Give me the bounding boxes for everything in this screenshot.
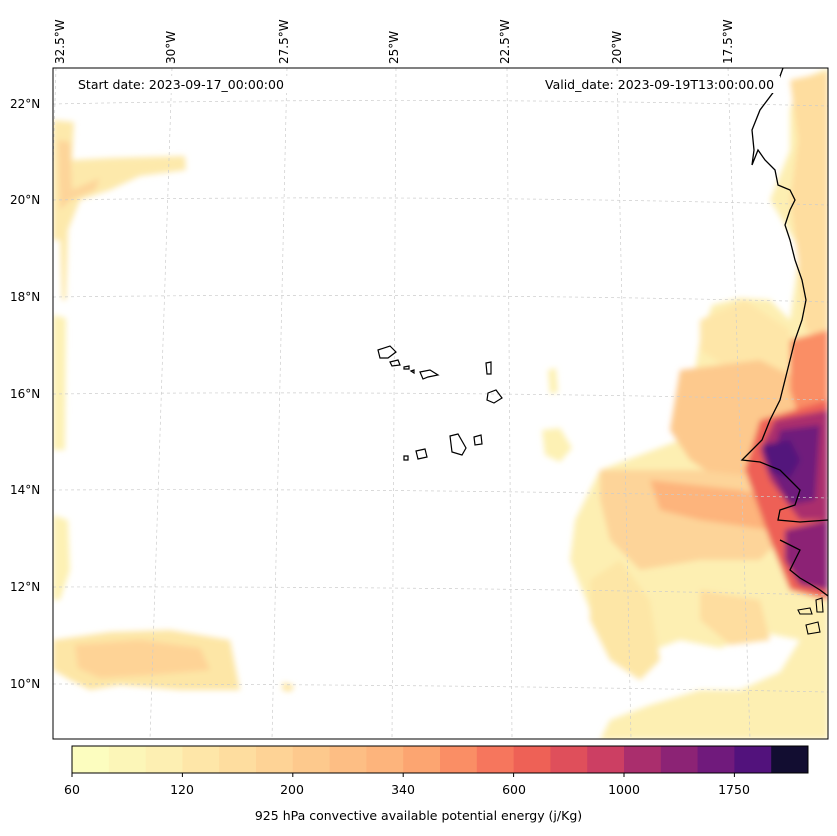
cape-verde-islands bbox=[377, 345, 503, 461]
colorbar-swatch bbox=[108, 746, 147, 773]
lat-label: 20°N bbox=[10, 193, 41, 207]
lat-label: 14°N bbox=[10, 483, 41, 497]
colorbar-swatch bbox=[440, 746, 478, 773]
colorbar-tick-label: 120 bbox=[170, 782, 194, 797]
colorbar-swatch bbox=[145, 746, 183, 773]
colorbar-swatch bbox=[292, 746, 331, 773]
colorbar bbox=[71, 745, 809, 777]
colorbar-swatch bbox=[476, 746, 515, 773]
colorbar-swatch bbox=[366, 746, 404, 773]
lat-label: 18°N bbox=[10, 290, 41, 304]
lat-label: 12°N bbox=[10, 580, 41, 594]
colorbar-tick-label: 1750 bbox=[718, 782, 750, 797]
colorbar-border bbox=[71, 745, 809, 774]
gridlines bbox=[53, 68, 828, 739]
start-date-label: Start date: 2023-09-17_00:00:00 bbox=[72, 76, 290, 93]
colorbar-swatch bbox=[219, 746, 257, 773]
valid-date-label: Valid_date: 2023-09-19T13:00:00.00 bbox=[539, 76, 781, 93]
lon-label: 32.5°W bbox=[53, 19, 67, 64]
colorbar-title: 925 hPa convective available potential e… bbox=[254, 808, 583, 823]
colorbar-swatch bbox=[550, 746, 588, 773]
lon-label: 25°W bbox=[387, 30, 401, 64]
colorbar-swatch bbox=[182, 746, 220, 773]
african-coastline bbox=[740, 68, 828, 597]
colorbar-tick-label: 200 bbox=[280, 782, 304, 797]
lat-label: 10°N bbox=[10, 677, 41, 691]
colorbar-swatch bbox=[734, 746, 772, 773]
colorbar-swatch bbox=[660, 746, 699, 773]
colorbar-swatch bbox=[771, 746, 809, 773]
colorbar-swatch bbox=[513, 746, 551, 773]
colorbar-tick-label: 1000 bbox=[608, 782, 640, 797]
cape-field bbox=[53, 68, 828, 739]
lat-label: 16°N bbox=[10, 387, 41, 401]
colorbar-tick-label: 600 bbox=[502, 782, 526, 797]
lon-label: 17.5°W bbox=[721, 19, 735, 64]
colorbar-swatch bbox=[624, 746, 662, 773]
colorbar-tick-label: 340 bbox=[391, 782, 415, 797]
bissau-islands bbox=[797, 597, 824, 635]
lon-label: 27.5°W bbox=[277, 19, 291, 64]
lat-label: 22°N bbox=[10, 97, 41, 111]
lon-label: 30°W bbox=[164, 30, 178, 64]
colorbar-swatch bbox=[587, 746, 625, 773]
lon-label: 22.5°W bbox=[498, 19, 512, 64]
lon-label: 20°W bbox=[610, 30, 624, 64]
colorbar-swatch bbox=[256, 746, 294, 773]
colorbar-tick-label: 60 bbox=[64, 782, 80, 797]
colorbar-swatch bbox=[329, 746, 367, 773]
colorbar-swatch bbox=[72, 746, 110, 773]
colorbar-swatch bbox=[697, 746, 735, 773]
map-border bbox=[52, 67, 829, 740]
colorbar-swatch bbox=[403, 746, 441, 773]
